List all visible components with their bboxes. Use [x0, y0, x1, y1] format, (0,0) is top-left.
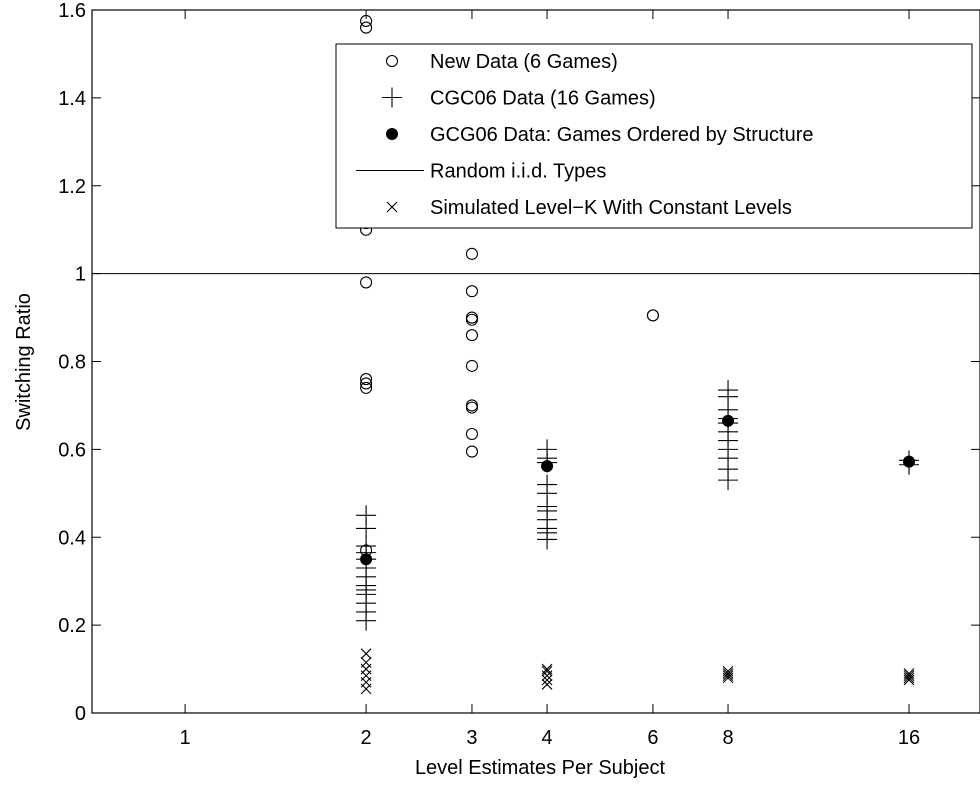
point-open-circle — [465, 427, 479, 441]
point-open-circle — [465, 329, 479, 342]
y-tick-label: 0.8 — [58, 352, 86, 374]
point-open-circle — [465, 247, 479, 260]
point-open-circle — [465, 401, 479, 414]
x-tick-label: 16 — [898, 727, 920, 749]
legend-label: CGC06 Data (16 Games) — [430, 88, 656, 110]
x-tick-label: 6 — [647, 727, 658, 749]
point-open-circle — [465, 359, 479, 372]
y-tick-label: 1.4 — [58, 88, 86, 110]
x-tick-label: 8 — [722, 727, 733, 749]
legend-label: Random i.i.d. Types — [430, 161, 606, 183]
y-tick-label: 1 — [75, 264, 86, 286]
legend-entries: New Data (6 Games) CGC06 Data (16 Games) G… — [356, 51, 814, 219]
x-tick-label: 1 — [180, 727, 191, 749]
point-x — [541, 679, 553, 690]
point-filled-circle — [903, 455, 916, 468]
legend-entry: GCG06 Data: Games Ordered by Structure — [386, 124, 814, 146]
y-axis-ticks: 0 0.2 0.4 0.6 0.8 1 1.2 1.4 1.6 — [58, 0, 980, 725]
x-axis-ticks: 1 2 3 4 6 8 16 — [180, 10, 920, 749]
point-x — [903, 672, 915, 684]
point-x — [541, 674, 553, 686]
point-filled-circle — [722, 414, 735, 427]
legend: New Data (6 Games) CGC06 Data (16 Games) G… — [335, 43, 973, 229]
point-open-circle — [360, 377, 373, 390]
point-open-circle — [360, 373, 373, 386]
point-x — [722, 668, 734, 679]
data-points — [356, 14, 920, 695]
point-plus — [356, 610, 377, 631]
point-x — [360, 648, 372, 660]
y-tick-label: 1.2 — [58, 176, 86, 198]
legend-marker-filled-circle — [386, 128, 398, 140]
y-tick-label: 0 — [75, 703, 86, 725]
point-x — [903, 670, 915, 682]
point-open-circle — [646, 309, 659, 322]
legend-marker-open-circle — [385, 54, 399, 68]
legend-entry: Random i.i.d. Types — [356, 161, 606, 183]
point-open-circle — [465, 313, 479, 326]
legend-marker-x — [386, 201, 398, 213]
point-x — [541, 665, 553, 677]
y-tick-label: 0.6 — [58, 439, 86, 461]
point-filled-circle — [541, 460, 554, 473]
point-open-circle — [360, 14, 373, 28]
legend-entry: Simulated Level−K With Constant Levels — [386, 197, 792, 219]
x-axis-label: Level Estimates Per Subject — [415, 757, 666, 779]
point-x — [360, 683, 372, 695]
legend-box — [335, 43, 973, 229]
x-tick-label: 3 — [466, 727, 477, 749]
point-plus — [718, 470, 739, 491]
point-x — [903, 674, 915, 686]
point-x — [541, 670, 553, 682]
point-x — [722, 670, 734, 682]
legend-entry: CGC06 Data (16 Games) — [382, 87, 656, 110]
x-tick-label: 4 — [541, 727, 552, 749]
point-open-circle — [360, 21, 373, 34]
legend-label: New Data (6 Games) — [430, 51, 618, 73]
legend-label: Simulated Level−K With Constant Levels — [430, 197, 792, 219]
point-open-circle — [465, 285, 479, 298]
y-tick-label: 1.6 — [58, 0, 86, 22]
y-tick-label: 0.4 — [58, 527, 86, 549]
point-plus — [537, 529, 558, 550]
point-x — [722, 672, 734, 684]
point-open-circle — [360, 381, 373, 394]
legend-label: GCG06 Data: Games Ordered by Structure — [430, 124, 814, 146]
legend-marker-plus — [382, 87, 402, 108]
point-filled-circle — [360, 553, 373, 566]
point-open-circle — [465, 445, 479, 458]
point-open-circle — [360, 276, 373, 289]
legend-entry: New Data (6 Games) — [385, 51, 618, 73]
y-axis-label: Switching Ratio — [13, 293, 35, 431]
y-tick-label: 0.2 — [58, 615, 86, 637]
x-tick-label: 2 — [361, 727, 372, 749]
point-plus — [356, 518, 377, 539]
